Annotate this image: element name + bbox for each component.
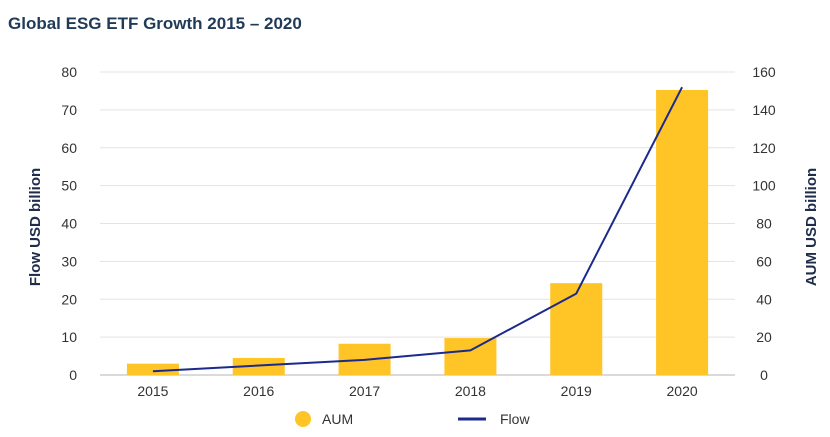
flow-line [152,86,683,373]
aum-bar [444,338,497,375]
left-axis-title: Flow USD billion [27,168,44,286]
right-tick-label: 60 [756,253,772,269]
right-tick-label: 100 [752,178,776,194]
left-tick-label: 30 [61,253,77,269]
flow-line-group [152,86,683,373]
right-tick-label: 20 [756,329,772,345]
aum-bars [126,89,709,375]
right-axis-title: AUM USD billion [803,168,820,286]
right-tick-label: 80 [756,216,772,232]
right-tick-label: 140 [752,102,776,118]
left-tick-label: 20 [61,291,77,307]
right-tick-label: 160 [752,64,776,80]
chart-title: Global ESG ETF Growth 2015 – 2020 [8,14,302,33]
gridlines [100,71,735,376]
left-tick-label: 10 [61,329,77,345]
x-axis-ticks: 2015 2016 2017 2018 2019 2020 [137,383,698,399]
left-axis-ticks: 0 10 20 30 40 50 60 70 80 [61,64,77,383]
legend-aum-swatch [295,411,311,427]
left-tick-label: 80 [61,64,77,80]
x-tick-label: 2019 [561,383,592,399]
right-tick-label: 0 [760,367,768,383]
x-tick-label: 2016 [243,383,274,399]
legend-flow-label: Flow [500,411,530,427]
left-tick-label: 50 [61,178,77,194]
x-tick-label: 2020 [667,383,698,399]
legend: AUM Flow [295,411,530,427]
x-tick-label: 2015 [137,383,168,399]
x-tick-label: 2017 [349,383,380,399]
aum-bar [656,89,709,375]
x-tick-label: 2018 [455,383,486,399]
legend-aum-label: AUM [322,411,353,427]
aum-bar [550,283,603,375]
right-tick-label: 40 [756,291,772,307]
right-axis-ticks: 0 20 40 60 80 100 120 140 160 [752,64,776,383]
left-tick-label: 40 [61,216,77,232]
left-tick-label: 60 [61,140,77,156]
right-tick-label: 120 [752,140,776,156]
left-tick-label: 0 [69,367,77,383]
aum-bar [126,363,179,375]
left-tick-label: 70 [61,102,77,118]
